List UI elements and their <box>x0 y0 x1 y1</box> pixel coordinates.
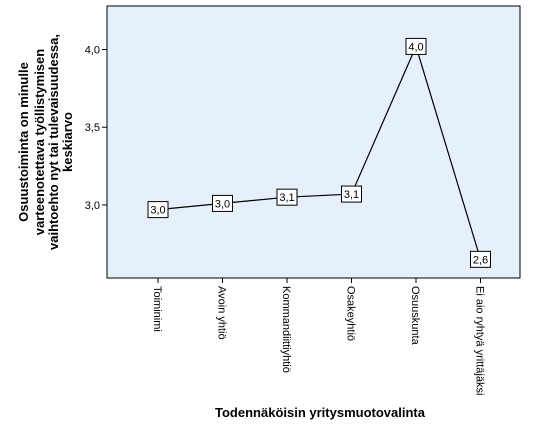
y-tick-label: 4,0 <box>85 45 100 57</box>
x-tick-label: Osuuskunta <box>409 286 421 346</box>
data-point-marker <box>405 37 427 55</box>
y-axis-title-line: keskiarvo <box>60 112 75 172</box>
y-axis-title-line: varteenotettava työllistymisen <box>32 49 47 235</box>
data-label: 4,0 <box>405 37 427 55</box>
data-label-group: 3,0 3,0 3,1 3,1 4,0 2,6 <box>147 37 491 268</box>
data-label-text: 2,6 <box>473 254 488 266</box>
x-tick-label: Osakeyhtiö <box>345 286 357 341</box>
x-axis-title: Todennäköisin yritysmuotovalinta <box>215 405 426 420</box>
data-label: 3,0 <box>212 194 233 212</box>
y-axis-ticks: 3,0 3,5 4,0 <box>85 45 107 212</box>
y-axis-title-line: vaihtoehto nyt tai tulevaisuudessa, <box>46 34 61 250</box>
data-point-marker <box>212 194 233 212</box>
data-point-marker <box>341 185 362 203</box>
plot-area <box>106 5 521 279</box>
y-axis-title: Osuustoiminta on minulle varteenotettava … <box>16 34 75 250</box>
y-tick-label: 3,5 <box>85 122 100 134</box>
data-label: 2,6 <box>470 250 491 268</box>
data-label: 3,1 <box>276 188 298 206</box>
data-label: 3,1 <box>341 185 362 203</box>
data-point-marker <box>147 201 169 219</box>
series-line <box>157 44 482 260</box>
data-label-text: 3,1 <box>279 192 294 204</box>
y-axis-title-line: Osuustoiminta on minulle <box>16 62 31 222</box>
data-point-marker <box>276 188 298 206</box>
series-line-group <box>157 44 482 260</box>
data-label-text: 4,0 <box>408 41 423 53</box>
x-tick-label: Avoin yhtiö <box>216 286 228 340</box>
data-label-text: 3,1 <box>344 189 359 201</box>
x-tick-label: Kommandiittiyhtiö <box>280 286 292 373</box>
x-axis-ticks: Toiminimi Avoin yhtiö Kommandiittiyhtiö Osa… <box>151 278 486 395</box>
data-label-text: 3,0 <box>215 198 230 210</box>
data-label-text: 3,0 <box>150 205 165 217</box>
x-tick-label: Ei aio ryhtyä yrittäjäksi <box>474 286 486 395</box>
data-point-marker <box>470 250 491 268</box>
y-tick-label: 3,0 <box>85 200 100 212</box>
data-label: 3,0 <box>147 201 169 219</box>
x-tick-label: Toiminimi <box>151 286 163 332</box>
